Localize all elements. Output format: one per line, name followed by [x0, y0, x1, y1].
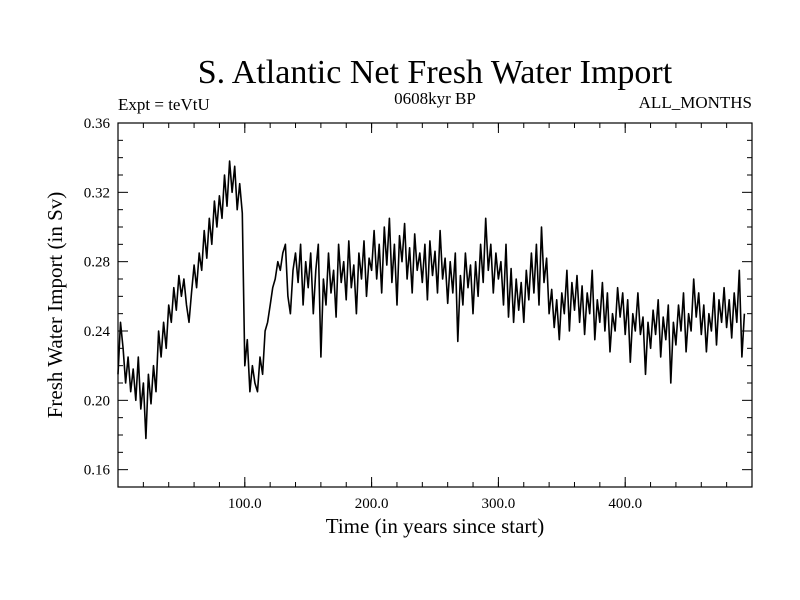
series-line-0 — [117, 160, 746, 440]
y-tick-label: 0.24 — [84, 324, 111, 340]
plot-area — [117, 122, 753, 488]
x-tick-label: 300.0 — [482, 496, 516, 512]
x-tick-label: 200.0 — [355, 496, 389, 512]
plot-frame — [117, 122, 753, 488]
y-axis: 0.16 0.20 0.24 0.28 0.32 0.36 — [84, 116, 752, 479]
experiment-label: Expt = teVtU — [118, 95, 210, 114]
y-tick-label: 0.16 — [84, 463, 111, 479]
chart-title: S. Atlantic Net Fresh Water Import — [198, 54, 673, 91]
y-axis-label: Fresh Water Import (in Sv) — [43, 192, 67, 419]
period-label: 0608kyr BP — [394, 89, 476, 108]
y-tick-label: 0.36 — [84, 116, 111, 132]
y-tick-label: 0.28 — [84, 255, 110, 271]
x-tick-label: 100.0 — [228, 496, 262, 512]
y-tick-label: 0.32 — [84, 185, 110, 201]
x-tick-label: 400.0 — [608, 496, 642, 512]
months-label: ALL_MONTHS — [639, 93, 752, 112]
y-tick-label: 0.20 — [84, 393, 110, 409]
x-axis-label: Time (in years since start) — [326, 514, 545, 538]
x-axis: 100.0 200.0 300.0 400.0 — [142, 123, 728, 512]
